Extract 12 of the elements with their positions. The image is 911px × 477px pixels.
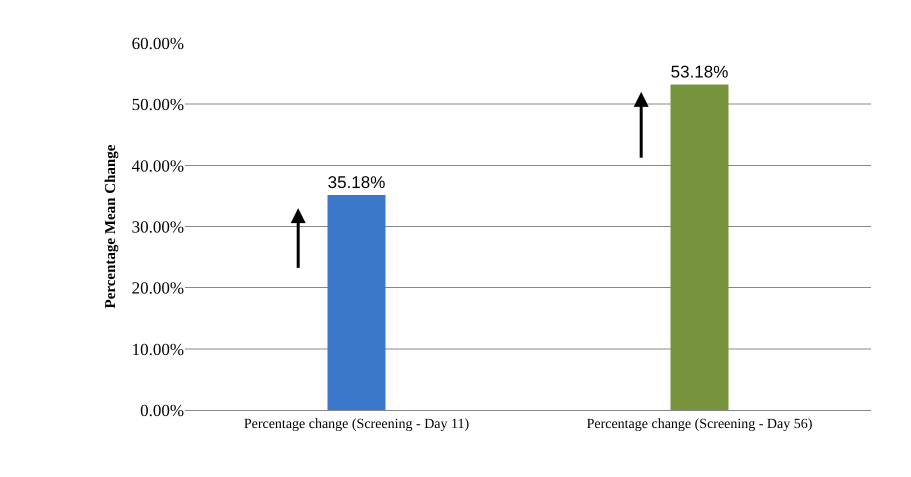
x-tick-label: Percentage change (Screening - Day 11)	[244, 416, 470, 432]
y-tick-label: 40.00%	[132, 156, 184, 176]
y-axis-title: Percentage Mean Change	[102, 144, 119, 308]
y-tick-label: 20.00%	[132, 278, 184, 298]
x-tick-label: Percentage change (Screening - Day 56)	[586, 416, 813, 432]
y-tick-label: 60.00%	[132, 34, 184, 53]
y-tick-label: 0.00%	[140, 400, 184, 420]
data-label: 53.18%	[670, 62, 728, 82]
y-tick-label: 50.00%	[132, 95, 184, 114]
data-label: 35.18%	[328, 172, 386, 192]
y-tick-label: 10.00%	[132, 340, 184, 359]
y-tick-label: 30.00%	[132, 217, 184, 236]
